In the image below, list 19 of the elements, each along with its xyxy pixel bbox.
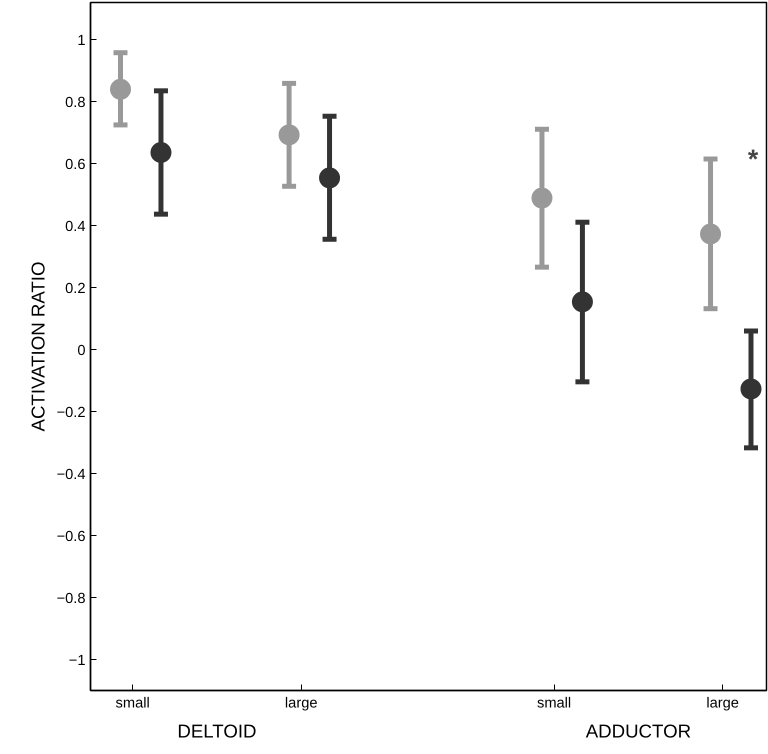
- y-tick-label: −0.6: [56, 529, 86, 546]
- x-tick-label: large: [706, 696, 739, 712]
- x-tick-label: small: [116, 696, 150, 712]
- y-tick-label: −0.4: [56, 467, 86, 484]
- x-tick-label: small: [536, 696, 572, 712]
- y-tick-label: 0.8: [65, 95, 86, 112]
- y-tick-label: −0.8: [56, 591, 86, 608]
- y-tick-label: 0: [77, 343, 86, 360]
- y-axis-title: ACTIVATION RATIO: [28, 262, 49, 432]
- y-tick-label: 1: [77, 33, 86, 50]
- x-tick-label: large: [284, 696, 318, 712]
- annotation: *: [748, 144, 759, 174]
- y-tick-label: −1: [68, 653, 86, 670]
- y-tick-label: 0.6: [65, 157, 86, 174]
- y-tick-label: −0.2: [56, 405, 86, 422]
- text: DELTOID: [177, 720, 257, 742]
- y-tick-label: 0.4: [65, 219, 86, 236]
- y-tick-label: 0.2: [65, 281, 86, 298]
- text: ADDUCTOR: [586, 720, 692, 742]
